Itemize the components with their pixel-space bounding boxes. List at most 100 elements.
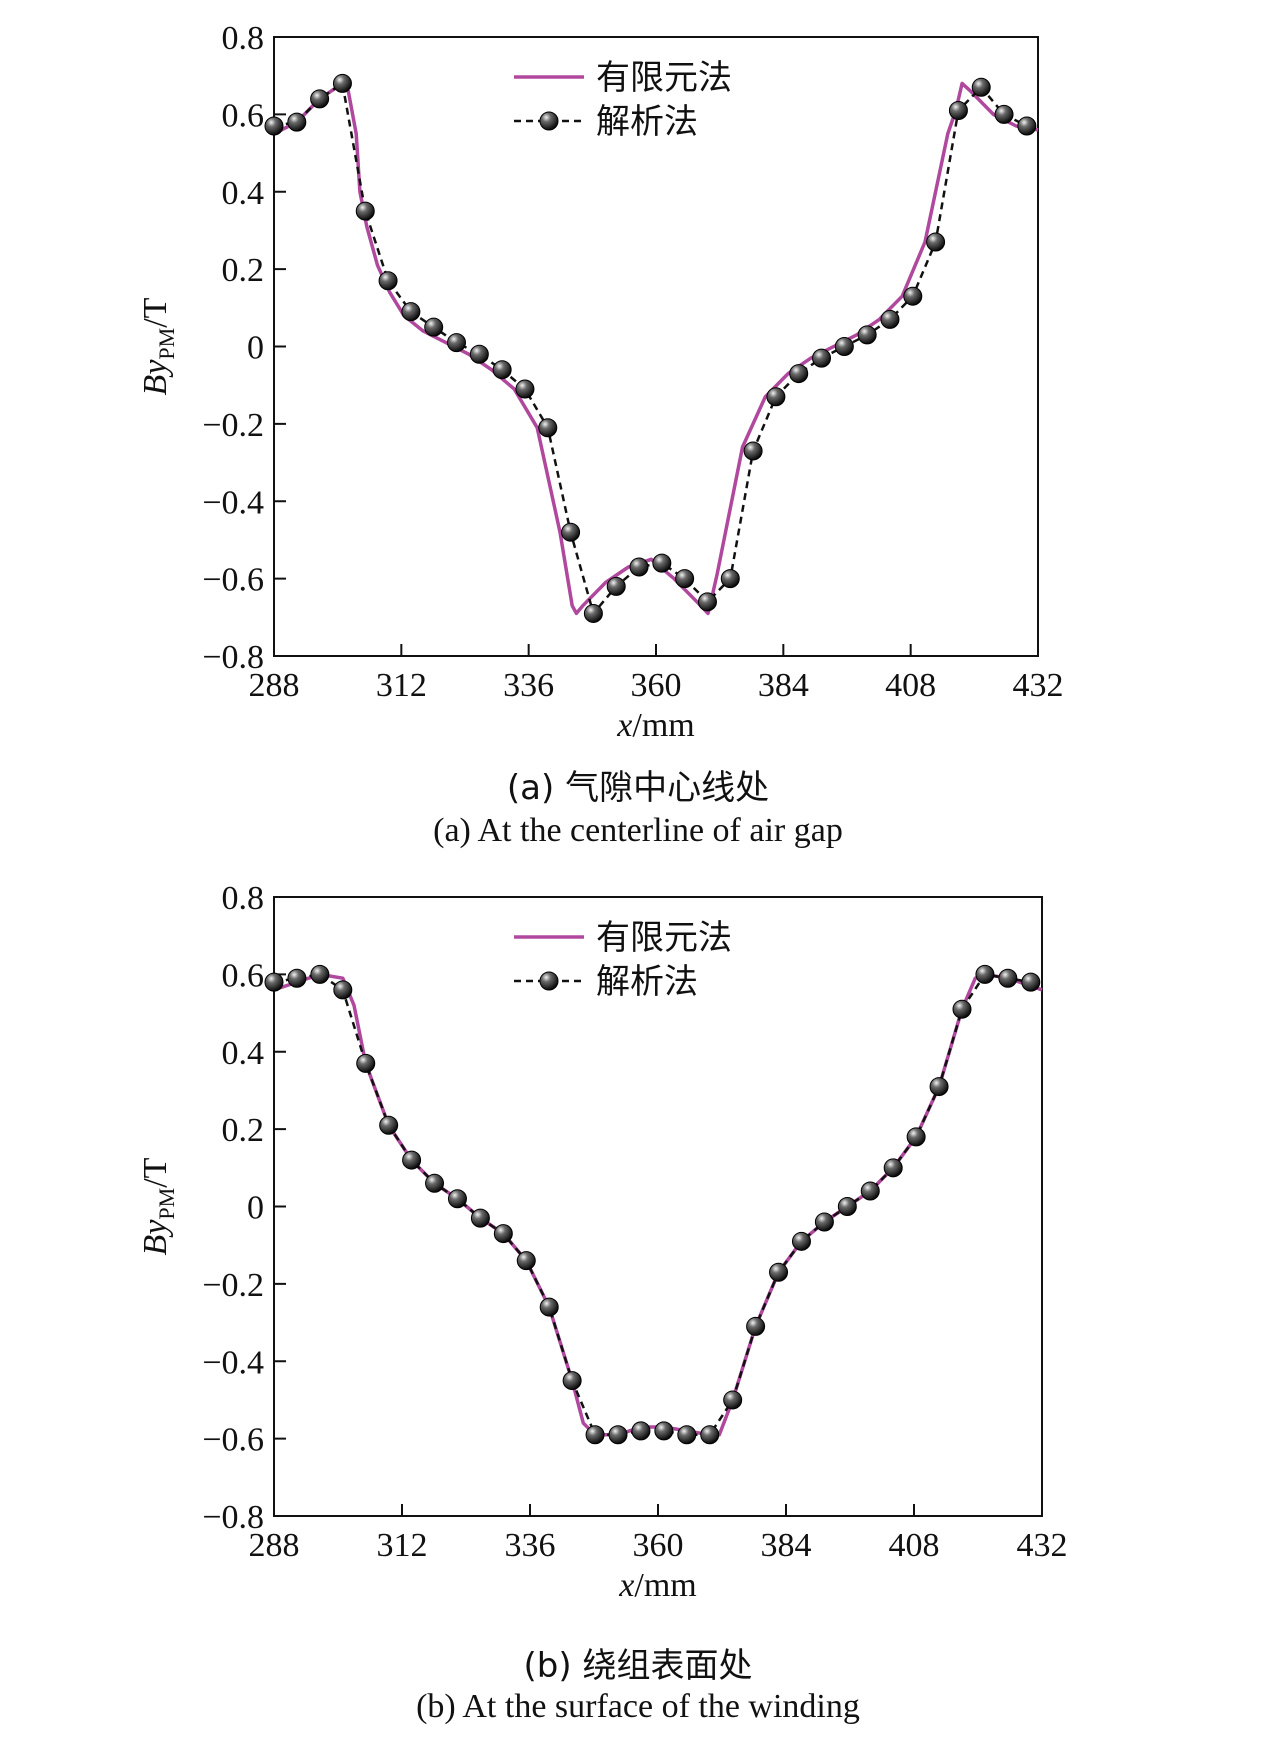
analytical-point xyxy=(561,522,581,542)
analytical-point xyxy=(469,344,489,364)
analytical-point xyxy=(585,1425,605,1445)
analytical-point xyxy=(720,569,740,589)
analytical-point xyxy=(948,101,968,121)
analytical-point xyxy=(766,387,786,407)
analytical-series-line xyxy=(273,81,1028,617)
analytical-point xyxy=(677,1425,697,1445)
analytical-point xyxy=(952,999,972,1019)
y-tick-label: 0 xyxy=(247,1190,264,1227)
analytical-point xyxy=(629,557,649,577)
analytical-point xyxy=(470,1208,490,1228)
analytical-point xyxy=(310,964,330,984)
analytical-point xyxy=(425,1173,445,1193)
analytical-point xyxy=(723,1390,743,1410)
y-tick-label: 0.4 xyxy=(222,175,265,212)
x-axis-title: x/mm xyxy=(616,707,694,744)
analytical-point xyxy=(675,569,695,589)
analytical-point xyxy=(631,1421,651,1441)
x-tick-label: 312 xyxy=(377,1527,428,1564)
analytical-point xyxy=(1017,116,1037,136)
analytical-point xyxy=(333,980,353,1000)
legend-fem-label: 有限元法 xyxy=(596,918,732,958)
analytical-point xyxy=(857,325,877,345)
analytical-point xyxy=(401,302,421,322)
analytical-point xyxy=(654,1421,674,1441)
analytical-point xyxy=(789,364,809,384)
legend-analytical-label: 解析法 xyxy=(596,962,698,1002)
x-tick-label: 432 xyxy=(1017,1527,1068,1564)
x-tick-label: 336 xyxy=(505,1527,556,1564)
x-tick-label: 384 xyxy=(758,667,809,704)
analytical-point xyxy=(516,1251,536,1271)
analytical-point xyxy=(492,360,512,380)
analytical-point xyxy=(812,348,832,368)
x-tick-label: 288 xyxy=(249,667,300,704)
analytical-point xyxy=(903,286,923,306)
analytical-point xyxy=(746,1316,766,1336)
y-tick-label: 0.2 xyxy=(222,252,265,289)
analytical-point xyxy=(994,104,1014,124)
legend-fem-label: 有限元法 xyxy=(596,58,732,98)
fem-series-line xyxy=(273,81,1039,616)
svg-text:ByPM/T: ByPM/T xyxy=(137,297,179,395)
analytical-point xyxy=(652,553,672,573)
y-tick-label: 0.4 xyxy=(222,1035,265,1072)
analytical-point xyxy=(379,1115,399,1135)
x-tick-label: 408 xyxy=(889,1527,940,1564)
analytical-point xyxy=(447,1189,467,1209)
analytical-point xyxy=(538,418,558,438)
analytical-point xyxy=(355,201,375,221)
analytical-point xyxy=(539,1297,559,1317)
panel-b: 288 312 336 360 384 408 432 0.8 0.6 0.4 0.2 0 −0.2 −0… xyxy=(0,870,1276,1740)
legend-analytical-marker xyxy=(539,971,559,991)
analytical-point xyxy=(332,73,352,93)
y-tick-label: −0.4 xyxy=(202,484,264,521)
y-tick-label: 0 xyxy=(247,330,264,367)
svg-text:ByPM/T: ByPM/T xyxy=(137,1157,179,1255)
analytical-point xyxy=(562,1371,582,1391)
legend-analytical-label: 解析法 xyxy=(596,102,698,142)
x-tick-label: 384 xyxy=(761,1527,812,1564)
caption-en-a: (a) At the centerline of air gap xyxy=(433,812,843,849)
analytical-point xyxy=(1021,972,1041,992)
y-tick-label: −0.2 xyxy=(202,407,264,444)
analytical-point xyxy=(287,968,307,988)
y-tick-label: 0.8 xyxy=(222,880,265,917)
analytical-point xyxy=(424,317,444,337)
analytical-point xyxy=(929,1077,949,1097)
panel-a: 288 312 336 360 384 408 432 0.8 0.6 0.4 0.2 0 −0.2 −0… xyxy=(137,20,1064,849)
y-tick-label: 0.8 xyxy=(222,20,265,57)
caption-cn-a: (a) 气隙中心线处 xyxy=(506,768,770,808)
y-tick-label: −0.2 xyxy=(202,1267,264,1304)
analytical-point xyxy=(700,1425,720,1445)
y-tick-label: 0.6 xyxy=(222,97,265,134)
analytical-point xyxy=(264,116,284,136)
analytical-series-line xyxy=(273,973,1032,1437)
analytical-point xyxy=(606,576,626,596)
analytical-point xyxy=(883,1158,903,1178)
analytical-point xyxy=(814,1212,834,1232)
fem-series-line xyxy=(273,972,1043,1437)
y-tick-label: 0.2 xyxy=(222,1112,265,1149)
analytical-point xyxy=(264,972,284,992)
y-axis-title: ByPM/T xyxy=(137,1157,179,1255)
x-tick-label: 408 xyxy=(885,667,936,704)
analytical-point xyxy=(975,964,995,984)
analytical-point xyxy=(697,592,717,612)
caption-en-b: (b) At the surface of the winding xyxy=(416,1688,860,1725)
analytical-point xyxy=(402,1150,422,1170)
analytical-point xyxy=(791,1231,811,1251)
analytical-point xyxy=(493,1224,513,1244)
x-tick-label: 432 xyxy=(1013,667,1064,704)
y-tick-label: −0.8 xyxy=(202,1499,264,1536)
analytical-point xyxy=(447,333,467,353)
analytical-point xyxy=(906,1127,926,1147)
analytical-point xyxy=(998,968,1018,988)
chart-a: 288 312 336 360 384 408 432 0.8 0.6 0.4 0.2 0 −0.2 −0… xyxy=(137,20,1064,744)
analytical-point xyxy=(971,77,991,97)
analytical-point xyxy=(837,1197,857,1216)
analytical-point xyxy=(860,1181,880,1201)
analytical-point xyxy=(880,309,900,329)
analytical-point xyxy=(515,379,535,399)
analytical-point xyxy=(583,603,603,623)
